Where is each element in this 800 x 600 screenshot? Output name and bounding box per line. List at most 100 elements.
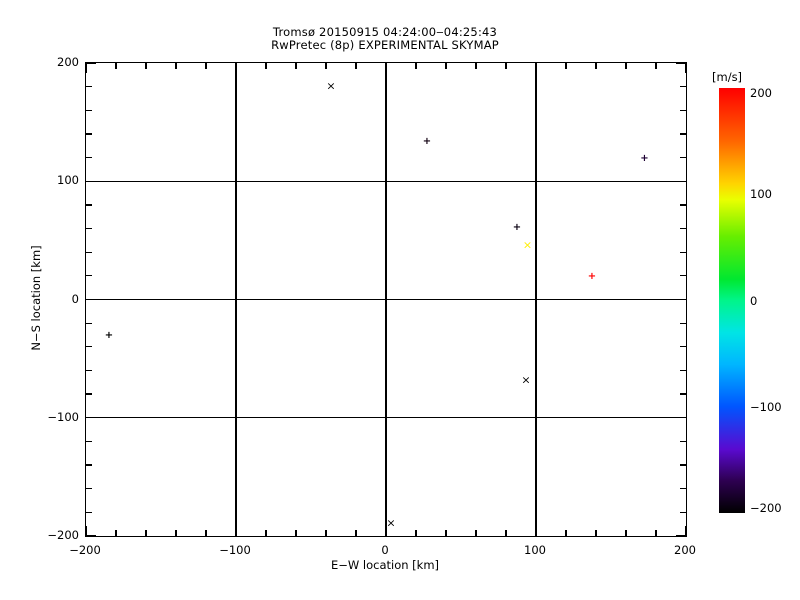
y-axis-tick	[676, 535, 686, 537]
x-axis-tick	[85, 526, 87, 536]
y-axis-tick	[86, 204, 92, 206]
x-axis-tick	[685, 526, 687, 536]
x-axis-tick	[535, 526, 537, 536]
y-axis-tick	[680, 488, 686, 490]
y-axis-tick	[86, 369, 92, 372]
x-tick-label: 100	[524, 543, 546, 557]
y-axis-tick	[86, 488, 92, 490]
y-axis-tick	[680, 156, 686, 159]
gridline-horizontal	[86, 298, 686, 301]
x-axis-tick	[145, 530, 147, 536]
y-axis-tick	[680, 204, 686, 206]
x-axis-tick	[235, 63, 237, 73]
x-axis-tick	[295, 530, 297, 536]
x-axis-tick	[205, 530, 207, 536]
y-axis-tick	[676, 62, 686, 64]
y-axis-tick	[86, 275, 92, 277]
x-axis-tick	[625, 530, 627, 536]
x-axis-tick	[235, 526, 237, 536]
x-axis-tick	[655, 530, 657, 536]
x-axis-tick	[505, 530, 507, 536]
x-axis-tick	[565, 530, 567, 536]
y-axis-tick	[86, 251, 92, 253]
colorbar-unit-label: [m/s]	[712, 70, 743, 84]
x-axis-tick	[115, 63, 117, 69]
colorbar-tick-label: 200	[750, 86, 772, 100]
title-line-1: Tromsø 20150915 04:24:00‒04:25:43	[272, 25, 498, 39]
y-axis-tick	[680, 346, 686, 348]
x-axis-label: E−W location [km]	[330, 558, 440, 572]
y-axis-tick	[680, 369, 686, 372]
x-tick-label: 0	[381, 543, 389, 557]
x-axis-tick	[325, 63, 327, 69]
x-axis-tick	[355, 63, 357, 69]
y-axis-tick	[680, 227, 686, 230]
x-axis-tick	[475, 530, 477, 536]
colorbar-tick-label: −100	[750, 399, 782, 414]
x-axis-tick	[265, 63, 267, 69]
gridline-horizontal	[86, 180, 686, 182]
x-axis-tick	[145, 63, 147, 69]
y-tick-label: 100	[57, 173, 79, 188]
x-axis-tick	[85, 63, 87, 73]
y-axis-tick	[680, 393, 686, 395]
y-axis-tick	[680, 464, 686, 466]
x-axis-tick	[115, 530, 117, 536]
colorbar-tick-label: 100	[750, 187, 772, 202]
x-axis-tick	[595, 530, 597, 536]
x-tick-label: 200	[674, 543, 696, 557]
plot-area	[85, 62, 687, 537]
plot-title: Tromsø 20150915 04:24:00‒04:25:43 RwPret…	[85, 26, 685, 52]
x-axis-tick	[175, 63, 177, 69]
y-axis-tick	[86, 535, 96, 537]
y-axis-tick	[680, 133, 686, 135]
y-tick-label: 0	[71, 291, 79, 306]
x-axis-tick	[445, 63, 447, 69]
y-axis-tick	[680, 251, 686, 253]
y-axis-tick	[86, 298, 96, 301]
y-axis-tick	[680, 440, 686, 443]
x-axis-tick	[385, 63, 387, 73]
y-axis-tick	[86, 322, 92, 324]
y-axis-tick	[676, 417, 686, 419]
x-axis-tick	[385, 526, 387, 536]
x-axis-tick	[325, 530, 327, 536]
x-tick-label: −200	[69, 543, 101, 557]
y-axis-tick	[86, 346, 92, 348]
y-axis-tick	[86, 180, 96, 182]
x-axis-tick	[355, 530, 357, 536]
x-axis-tick	[475, 63, 477, 69]
y-axis-tick	[86, 86, 92, 88]
colorbar-tick-label: 0	[750, 293, 758, 308]
x-axis-tick	[415, 530, 417, 536]
colorbar-gradient	[719, 88, 745, 513]
y-axis-tick	[86, 464, 92, 466]
gridline-vertical	[535, 63, 537, 536]
y-axis-tick	[680, 511, 686, 513]
x-axis-tick	[565, 63, 567, 69]
y-axis-tick	[680, 86, 686, 88]
y-axis-tick	[86, 156, 92, 159]
y-axis-tick	[86, 511, 92, 513]
y-axis-tick	[86, 133, 92, 135]
y-axis-tick	[680, 322, 686, 324]
colorbar-tick-label: −200	[750, 501, 782, 515]
y-axis-tick	[680, 109, 686, 111]
y-axis-tick	[676, 180, 686, 182]
title-line-2: RwPretec (8p) EXPERIMENTAL SKYMAP	[271, 38, 499, 52]
x-axis-tick	[415, 63, 417, 69]
x-axis-tick	[175, 530, 177, 536]
y-axis-tick	[86, 62, 96, 64]
x-axis-tick	[535, 63, 537, 73]
y-tick-label: −100	[47, 409, 79, 424]
y-axis-tick	[680, 275, 686, 277]
y-axis-tick	[86, 109, 92, 111]
y-axis-tick	[676, 298, 686, 301]
y-tick-label: 200	[57, 55, 79, 69]
x-axis-tick	[685, 63, 687, 73]
y-axis-tick	[86, 227, 92, 230]
y-tick-label: −200	[47, 528, 79, 542]
plot-inner	[85, 62, 687, 537]
y-axis-tick	[86, 417, 96, 419]
